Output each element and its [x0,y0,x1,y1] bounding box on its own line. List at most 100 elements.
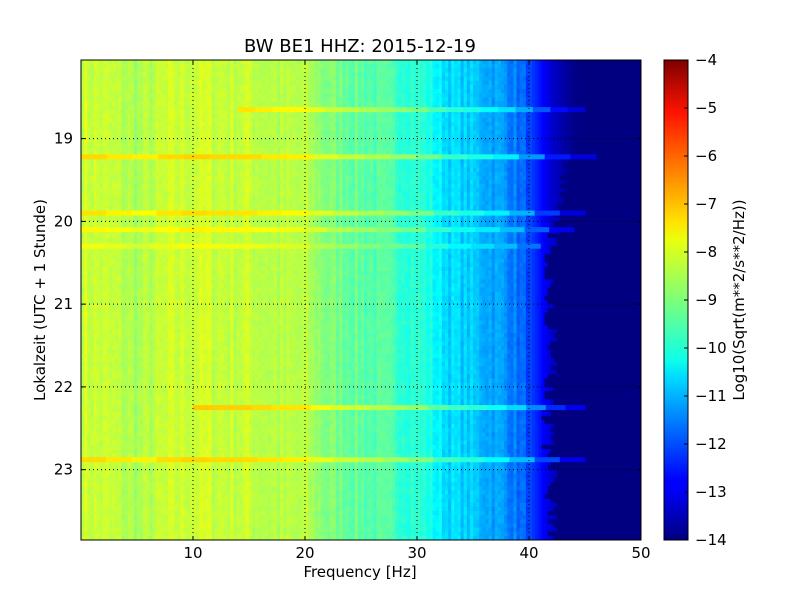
spectral-band [428,405,449,411]
spectral-band [376,107,395,113]
spectral-band [349,405,370,411]
spectral-band [131,457,158,463]
spectral-band [257,457,284,463]
spectral-band [358,210,384,216]
spectral-band [312,154,340,160]
spectral-band [264,243,289,249]
spectral-band [307,210,334,216]
spectral-band [408,457,435,463]
spectral-band [515,107,534,113]
x-axis: 10 20 30 40 50 [183,60,651,562]
y-axis-label: Lokalzeit (UTC + 1 Stunde) [31,199,49,401]
colorbar-tick-label: −12 [695,435,727,453]
spectral-band [106,210,132,216]
spectral-band [376,227,402,233]
spectral-band [81,227,107,233]
spectral-band [394,107,412,113]
spectral-band [333,210,359,216]
spectral-band [534,210,561,216]
spectral-band [172,243,197,249]
colorbar-tick-label: −8 [695,243,717,261]
spectral-band [471,243,495,249]
spectral-band [550,107,569,113]
spectral-band [441,154,468,160]
spectral-band [131,210,158,216]
spectral-band [524,227,550,233]
spectral-band [433,210,460,216]
spectral-band [158,154,185,160]
spectral-band [307,107,326,113]
spectral-band [506,405,527,411]
spectral-band [126,243,151,249]
spectral-band [559,457,586,463]
spectral-band [310,243,335,249]
spectral-band [282,457,309,463]
spectral-band [549,227,575,233]
spectral-band [278,227,304,233]
spectral-band [390,154,417,160]
spectral-band [179,227,205,233]
spectral-band [228,227,254,233]
spectral-band [338,154,365,160]
spectral-band [81,243,105,249]
colorbar-tick-label: −4 [695,51,717,69]
spectral-band [181,457,208,463]
spectral-band [289,107,308,113]
spectral-band [493,154,520,160]
spectral-band [232,210,258,216]
y-tick-label: 23 [54,461,73,479]
spectral-band [130,227,156,233]
spectral-band [570,154,597,160]
spectral-band [330,405,351,411]
y-tick-label: 20 [54,212,73,230]
spectral-band [359,107,378,113]
spectral-band [450,227,476,233]
spectral-band [149,243,174,249]
spectral-band [509,210,536,216]
spectral-band [480,107,499,113]
spectral-band [106,154,134,160]
spectral-band [463,107,482,113]
spectral-band [425,227,452,233]
spectral-band [132,154,159,160]
spectral-band [333,243,358,249]
spectral-band [324,107,343,113]
colorbar-label: Log10(Sqrt(m**2/s**2/Hz)) [730,199,748,400]
spectral-band [310,405,331,411]
spectral-band [459,210,485,216]
spectral-band [428,107,447,113]
spectral-band [446,107,464,113]
spectral-band [559,210,586,216]
spectral-band [232,405,253,411]
spectral-band [235,154,262,160]
spectral-band [207,457,233,463]
spectral-band [154,227,181,233]
spectral-band [364,154,391,160]
spectral-band [475,227,501,233]
spectral-band [448,243,472,249]
spectral-band [271,405,292,411]
spectral-band [81,457,107,463]
spectral-band [341,107,360,113]
spectral-band [565,405,586,411]
spectral-band [327,227,353,233]
grid-lines [81,60,641,540]
spectral-band [532,107,551,113]
spectral-band [232,457,258,463]
spectral-band [302,227,328,233]
spectral-band [209,154,237,160]
spectral-band [291,405,312,411]
spectral-band [383,457,410,463]
spectral-band [509,457,536,463]
spectral-band [402,243,426,249]
spectral-band [255,107,274,113]
spectral-band [487,405,508,411]
spectral-band [447,405,468,411]
spectral-band [383,210,410,216]
spectral-band [241,243,266,249]
spectral-band [484,210,510,216]
spectral-band [282,210,309,216]
spectral-band [352,227,378,233]
spectral-band [103,243,128,249]
y-axis: 19 20 21 22 23 [54,130,641,479]
